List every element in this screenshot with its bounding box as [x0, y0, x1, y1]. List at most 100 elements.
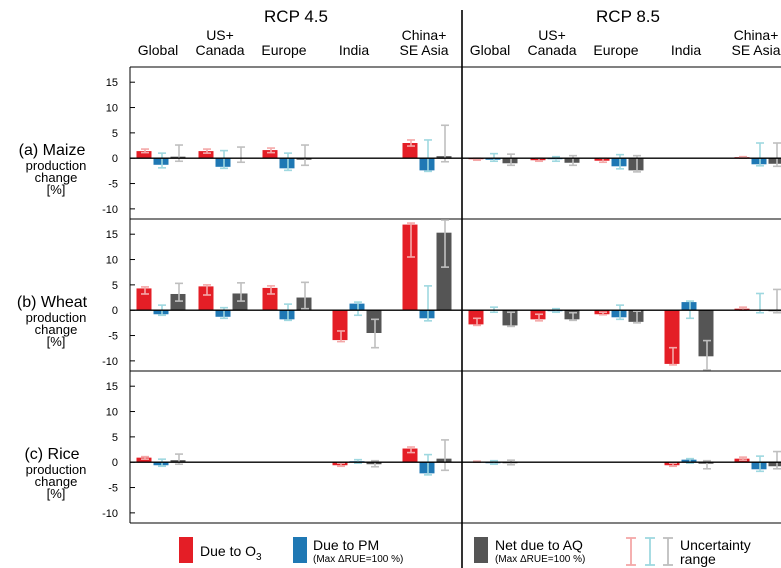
- y-tick-label: 10: [106, 255, 118, 267]
- bar: [136, 288, 152, 311]
- y-tick-label: 15: [106, 229, 118, 241]
- region-label: SE Asia: [731, 42, 780, 58]
- crop-label: change: [35, 322, 78, 337]
- legend-swatch-net: [474, 537, 488, 563]
- legend-swatch-pm: [293, 537, 307, 563]
- bar: [768, 158, 781, 164]
- region-label: Canada: [527, 42, 576, 58]
- y-tick-label: -10: [102, 204, 118, 216]
- bar: [349, 303, 365, 311]
- crop-label: [%]: [47, 334, 66, 349]
- bar: [279, 158, 295, 169]
- crop-label: production: [26, 462, 87, 477]
- crop-label: [%]: [47, 182, 66, 197]
- bar: [402, 448, 418, 463]
- legend-swatch-o3: [179, 537, 193, 563]
- region-label: US+: [538, 27, 566, 43]
- bar: [402, 224, 418, 311]
- bar: [262, 287, 278, 311]
- bar: [628, 158, 644, 171]
- bar: [419, 310, 435, 319]
- region-label: US+: [206, 27, 234, 43]
- bar: [611, 158, 627, 167]
- crop-label: production: [26, 310, 87, 325]
- bar: [153, 310, 169, 315]
- y-tick-label: 0: [112, 457, 118, 469]
- y-tick-label: -10: [102, 356, 118, 368]
- y-tick-label: 5: [112, 128, 118, 140]
- y-tick-label: 5: [112, 432, 118, 444]
- bar: [170, 156, 186, 159]
- y-tick-label: 10: [106, 103, 118, 115]
- bar: [751, 158, 767, 165]
- crop-label: production: [26, 158, 87, 173]
- region-label: Canada: [195, 42, 244, 58]
- y-tick-label: 0: [112, 153, 118, 165]
- bar: [681, 459, 697, 463]
- region-label: China+: [734, 27, 779, 43]
- bar: [751, 462, 767, 470]
- bar: [215, 310, 231, 317]
- bar: [698, 462, 714, 464]
- bar: [681, 302, 697, 311]
- crop-label: change: [35, 170, 78, 185]
- region-label: Global: [470, 42, 510, 58]
- region-label: Global: [138, 42, 178, 58]
- bar: [198, 151, 214, 159]
- region-label: China+: [402, 27, 447, 43]
- bar: [296, 158, 312, 160]
- bar: [153, 158, 169, 165]
- bar: [279, 310, 295, 320]
- crop-label: (c) Rice: [24, 446, 79, 463]
- bar: [594, 158, 610, 161]
- y-tick-label: -10: [102, 508, 118, 520]
- bar: [262, 150, 278, 159]
- bar: [215, 158, 231, 167]
- bar: [502, 158, 518, 164]
- crop-label: (b) Wheat: [17, 294, 88, 311]
- bar: [136, 151, 152, 159]
- bar: [332, 310, 348, 341]
- y-tick-label: 5: [112, 280, 118, 292]
- bar: [153, 462, 169, 466]
- bar: [170, 460, 186, 463]
- bar: [628, 310, 644, 322]
- legend-note-net: (Max ΔRUE=100 %): [495, 554, 585, 565]
- legend-label-o3-subscript: 3: [256, 552, 262, 563]
- legend-label-o3: Due to O3: [200, 543, 262, 563]
- legend-label-uncertainty: Uncertainty: [680, 537, 751, 553]
- bar: [296, 297, 312, 311]
- bar: [611, 310, 627, 318]
- bar: [468, 310, 484, 325]
- bar: [436, 156, 452, 159]
- y-tick-label: 0: [112, 305, 118, 317]
- bar: [485, 158, 501, 160]
- bar: [436, 232, 452, 311]
- bar: [564, 310, 580, 320]
- legend-note-pm: (Max ΔRUE=100 %): [313, 554, 403, 565]
- legend-label-pm: Due to PM: [313, 537, 379, 553]
- bar: [366, 310, 382, 333]
- region-label: Europe: [593, 42, 638, 58]
- bar: [768, 462, 781, 467]
- region-label: India: [671, 42, 702, 58]
- y-tick-label: 15: [106, 381, 118, 393]
- y-tick-label: -5: [108, 331, 118, 343]
- bar: [366, 462, 382, 465]
- legend-label-uncertainty: range: [680, 551, 716, 567]
- y-tick-label: -5: [108, 179, 118, 191]
- y-tick-label: -5: [108, 483, 118, 495]
- bar: [436, 458, 452, 463]
- bar: [664, 310, 680, 364]
- region-label: Europe: [261, 42, 306, 58]
- bar: [170, 293, 186, 311]
- region-label: SE Asia: [399, 42, 448, 58]
- crop-label: change: [35, 474, 78, 489]
- bar: [419, 462, 435, 474]
- legend-label-net: Net due to AQ: [495, 537, 583, 553]
- bar: [502, 310, 518, 326]
- bar: [698, 310, 714, 357]
- region-label: India: [339, 42, 370, 58]
- y-tick-label: 15: [106, 77, 118, 89]
